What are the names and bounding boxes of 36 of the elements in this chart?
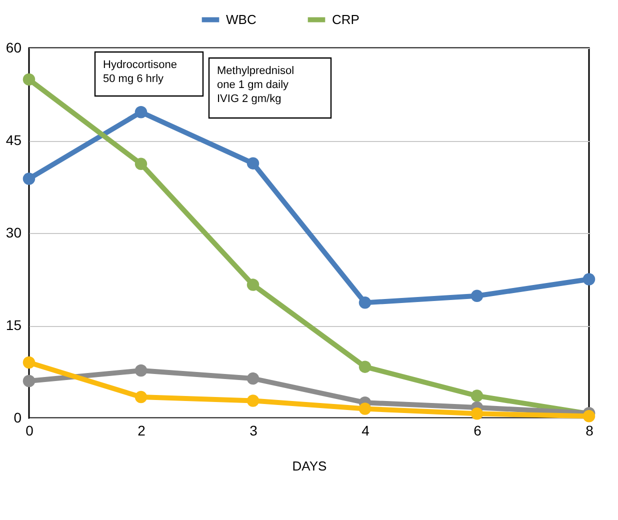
- y-tick-label: 45: [6, 132, 22, 148]
- point: [246, 394, 260, 407]
- legend-label: CRP: [332, 12, 360, 27]
- point: [358, 402, 372, 415]
- point: [22, 374, 36, 388]
- y-tick-label: 60: [6, 40, 22, 56]
- point: [246, 372, 260, 385]
- point: [134, 364, 148, 377]
- point: [22, 356, 36, 369]
- x-tick-label: 4: [362, 422, 370, 438]
- x-tick-label: 0: [26, 422, 34, 438]
- legend-label: WBC: [226, 12, 256, 27]
- point: [22, 73, 36, 86]
- y-tick-label: 0: [14, 410, 22, 426]
- x-axis-title: DAYS: [292, 458, 328, 474]
- annotation: Hydrocortisone 50 mg 6 hrly: [103, 59, 177, 85]
- annotation: Methylprednisol one 1 gm daily IVIG 2 gm/kg: [217, 65, 294, 105]
- point: [582, 273, 596, 286]
- point: [470, 408, 484, 420]
- point: [470, 390, 484, 402]
- point: [134, 106, 148, 118]
- x-tick-label: 3: [250, 422, 258, 438]
- point: [358, 360, 372, 373]
- point: [582, 410, 596, 422]
- point: [358, 296, 372, 309]
- x-tick-label: 8: [586, 422, 594, 438]
- y-tick-label: 15: [6, 317, 22, 333]
- x-tick-label: 2: [138, 422, 146, 438]
- point: [470, 290, 484, 302]
- y-tick-label: 30: [6, 224, 22, 240]
- point: [134, 158, 148, 170]
- point: [246, 157, 260, 170]
- point: [246, 278, 260, 291]
- point: [134, 390, 148, 404]
- point: [22, 172, 36, 185]
- x-tick-label: 6: [474, 422, 482, 438]
